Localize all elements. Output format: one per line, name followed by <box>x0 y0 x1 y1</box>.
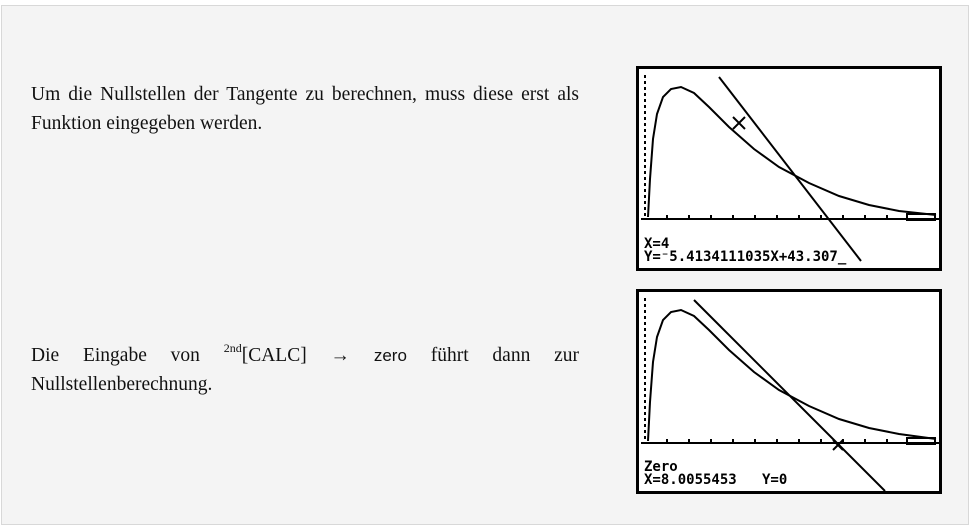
arrow: → <box>331 345 351 366</box>
command: zero <box>374 346 407 365</box>
calculator-screen: Zero X=8.0055453 Y=0 <box>636 289 942 494</box>
graph <box>639 292 939 491</box>
paragraph: Die Eingabe von 2nd[CALC] → zero führt d… <box>31 334 579 399</box>
calc-line: X=8.0055453 Y=0 <box>644 474 787 487</box>
superscript: 2nd <box>224 341 242 355</box>
page: {"paragraphs":[{"text":"Um die Nullstell… <box>0 0 970 530</box>
graph <box>639 69 939 268</box>
calc-line: Y=⁻5.4134111035X+43.307_ <box>644 251 846 264</box>
text: Die Eingabe von <box>31 345 224 366</box>
paragraph: Um die Nullstellen der Tangente zu berec… <box>31 80 579 138</box>
calculator-screen: X=4 Y=⁻5.4134111035X+43.307_ <box>636 66 942 271</box>
key: [CALC] <box>242 345 307 366</box>
